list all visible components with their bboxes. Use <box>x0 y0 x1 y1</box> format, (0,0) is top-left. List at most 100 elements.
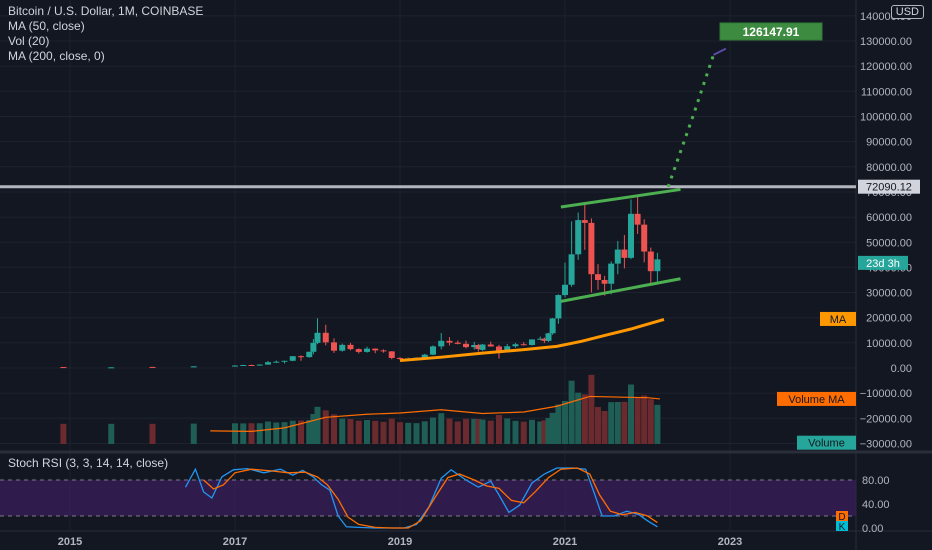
year-tick-label: 2015 <box>58 536 82 548</box>
volume-bar <box>504 418 511 444</box>
candle-body <box>364 348 370 352</box>
volume-bar <box>265 421 271 444</box>
volume-bar <box>446 418 453 444</box>
volume-bar <box>347 419 354 444</box>
volume-bar <box>654 404 661 444</box>
candle-body <box>281 360 288 362</box>
stoch-tick-label: 0.00 <box>862 523 883 535</box>
countdown-badge: 23d 3h <box>858 255 908 270</box>
volume-bar <box>298 420 304 444</box>
price-axis: 140000.00130000.00120000.00110000.001000… <box>860 11 912 451</box>
stoch-rsi-legend[interactable]: Stoch RSI (3, 3, 14, 14, close) <box>8 456 169 470</box>
volume-bar <box>475 419 482 444</box>
volume-bar <box>529 419 535 444</box>
stoch-band <box>0 480 856 516</box>
volume-bar <box>331 414 337 444</box>
volume-bar <box>581 394 588 444</box>
channel-guide <box>598 210 635 213</box>
candle-body <box>463 343 469 348</box>
ma50-legend[interactable]: MA (50, close) <box>8 19 85 33</box>
channel-upper-line <box>560 187 681 209</box>
candle-body <box>60 367 67 369</box>
badge-bg <box>858 179 920 194</box>
candle-body <box>380 350 387 352</box>
badge-bg <box>820 311 856 326</box>
volume-bar <box>273 422 280 444</box>
candle-body <box>614 249 621 264</box>
volume-bar <box>545 418 552 444</box>
candle-body <box>256 364 263 366</box>
time-axis: 2015 2017 2019 2021 2023 <box>58 536 742 548</box>
badge-text: MA <box>830 314 847 326</box>
volume-bar <box>647 399 654 444</box>
candle-body <box>634 213 641 225</box>
candle-body <box>608 263 615 284</box>
volume-bar <box>108 423 115 444</box>
candle-body <box>265 362 271 365</box>
candle-body <box>621 249 628 258</box>
volume-bar <box>380 421 387 444</box>
candle-body <box>568 254 575 285</box>
volume-bar <box>438 413 445 444</box>
volume-bar <box>397 422 403 444</box>
candle-body <box>310 342 317 352</box>
volume-bar <box>601 411 608 444</box>
volume-bar <box>641 395 648 444</box>
candle-body <box>190 366 197 368</box>
volume-bar <box>496 415 502 444</box>
candle-body <box>347 344 354 350</box>
candle-body <box>446 340 453 343</box>
volume-legend[interactable]: Vol (20) <box>8 34 50 48</box>
candle-body <box>248 365 255 367</box>
symbol-title[interactable]: Bitcoin / U.S. Dollar, 1M, COINBASE <box>8 4 204 18</box>
candle-body <box>562 284 568 296</box>
price-tick-label: 30000.00 <box>866 288 912 300</box>
price-tick-label: 0.00 <box>891 363 912 375</box>
candle-body <box>581 220 588 223</box>
candle-body <box>601 279 608 284</box>
volume-bar <box>306 420 313 444</box>
currency-badge[interactable]: USD <box>890 5 924 19</box>
year-tick-label: 2017 <box>223 536 247 548</box>
badge-text: 72090.12 <box>866 182 912 194</box>
volume-bar <box>537 421 544 444</box>
badge-bg <box>858 255 908 270</box>
price-tick-label: 110000.00 <box>861 86 912 98</box>
candle-body <box>595 274 601 280</box>
ma200-legend[interactable]: MA (200, close, 0) <box>8 49 105 63</box>
price-tick-label: 90000.00 <box>866 137 912 149</box>
stoch-end-labels: DK <box>836 511 848 533</box>
volume-bar <box>471 418 478 444</box>
target-label-box <box>719 22 823 41</box>
volume-bar <box>232 423 238 444</box>
stoch-tick-label: 80.00 <box>862 475 890 487</box>
volume-bar <box>149 423 156 444</box>
candle-body <box>339 344 346 351</box>
volume-bar <box>575 392 582 444</box>
candle-body <box>273 361 280 363</box>
candle-body <box>479 344 486 350</box>
price-tick-label: −20000.00 <box>860 413 912 425</box>
candle-body <box>654 259 661 272</box>
candle-body <box>575 220 582 255</box>
candle-body <box>298 356 304 358</box>
badge-bg <box>777 391 856 406</box>
candle-body <box>541 338 548 341</box>
volume-bar <box>479 419 486 444</box>
stoch-k-label: K <box>839 522 846 533</box>
candle-body <box>388 351 395 358</box>
candle-body <box>232 365 238 367</box>
volume-bar <box>454 421 461 444</box>
candle-body <box>555 295 562 319</box>
price-tick-label: 80000.00 <box>866 162 912 174</box>
year-tick-label: 2021 <box>553 536 577 548</box>
volume-bar <box>339 418 346 444</box>
candle-body <box>240 365 247 367</box>
price-tick-label: 130000.00 <box>860 36 912 48</box>
volume-bar <box>430 417 436 444</box>
candle-body <box>537 338 544 340</box>
volume-bar <box>512 420 519 444</box>
volume-bar <box>405 422 412 444</box>
candle-body <box>430 346 436 355</box>
